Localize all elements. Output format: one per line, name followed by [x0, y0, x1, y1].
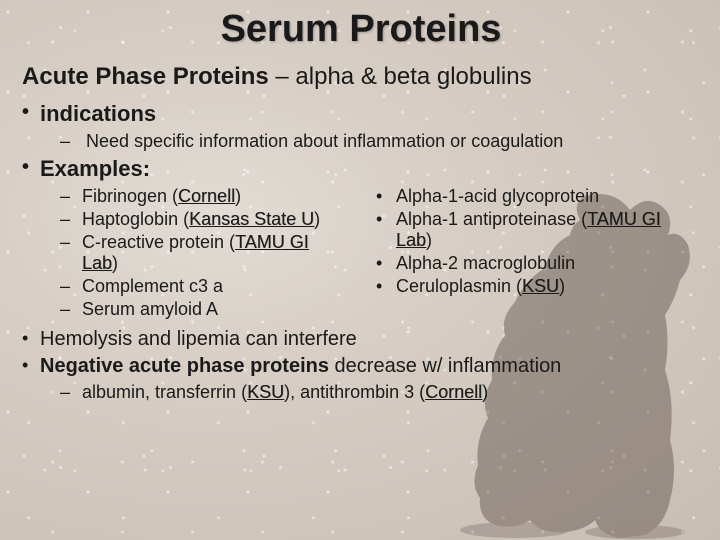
dash-icon: – — [60, 209, 82, 230]
list-item-text: Haptoglobin (Kansas State U) — [82, 209, 320, 230]
examples-left-column: –Fibrinogen (Cornell)–Haptoglobin (Kansa… — [22, 186, 346, 322]
list-item: •Alpha-1 antiproteinase (TAMU GI Lab) — [376, 209, 700, 251]
item-post: ) — [112, 253, 118, 273]
list-item-text: Serum amyloid A — [82, 299, 218, 320]
slide-title: Serum Proteins — [22, 8, 700, 51]
list-item: –C-reactive protein (TAMU GI Lab) — [60, 232, 346, 274]
item-pre: Serum amyloid A — [82, 299, 218, 319]
indications-sub-text: Need specific information about inflamma… — [86, 131, 700, 152]
negative-sub-item: – albumin, transferrin (KSU), antithromb… — [60, 382, 700, 403]
sub-post: ) — [482, 382, 488, 402]
negative-bold: Negative acute phase proteins — [40, 355, 329, 377]
item-pre: C-reactive protein ( — [82, 232, 235, 252]
item-post: ) — [235, 186, 241, 206]
dash-icon: – — [60, 186, 82, 207]
item-pre: Alpha-1-acid glycoprotein — [396, 186, 599, 206]
indications-sub-item: – Need specific information about inflam… — [60, 131, 700, 152]
list-item-text: Ceruloplasmin (KSU) — [396, 276, 565, 297]
item-pre: Alpha-2 macroglobulin — [396, 253, 575, 273]
list-item-text: Alpha-2 macroglobulin — [396, 253, 575, 274]
sub-pre: albumin, transferrin ( — [82, 382, 247, 402]
examples-right-column: •Alpha-1-acid glycoprotein•Alpha-1 antip… — [376, 186, 700, 322]
item-pre: Alpha-1 antiproteinase ( — [396, 209, 587, 229]
bullet-icon: • — [376, 276, 396, 297]
dash-icon: – — [60, 382, 82, 403]
bullet-indications: indications — [22, 101, 700, 127]
slide-subtitle: Acute Phase Proteins – alpha & beta glob… — [22, 63, 700, 91]
dash-icon: – — [60, 276, 82, 297]
list-item-text: Fibrinogen (Cornell) — [82, 186, 241, 207]
list-item: •Alpha-1-acid glycoprotein — [376, 186, 700, 207]
sub-mid: ), antithrombin 3 ( — [284, 382, 425, 402]
item-post: ) — [426, 230, 432, 250]
negative-rest: decrease w/ inflammation — [329, 355, 561, 377]
item-post: ) — [559, 276, 565, 296]
item-pre: Haptoglobin ( — [82, 209, 189, 229]
item-post: ) — [314, 209, 320, 229]
item-pre: Ceruloplasmin ( — [396, 276, 522, 296]
bullet-icon: • — [376, 209, 396, 251]
negative-sub-text: albumin, transferrin (KSU), antithrombin… — [82, 382, 488, 403]
item-pre: Complement c3 a — [82, 276, 223, 296]
list-item: –Haptoglobin (Kansas State U) — [60, 209, 346, 230]
dash-icon: – — [60, 131, 86, 152]
examples-columns: –Fibrinogen (Cornell)–Haptoglobin (Kansa… — [22, 186, 700, 322]
bullet-icon: • — [376, 186, 396, 207]
list-item: •Alpha-2 macroglobulin — [376, 253, 700, 274]
list-item: –Serum amyloid A — [60, 299, 346, 320]
list-item-text: C-reactive protein (TAMU GI Lab) — [82, 232, 346, 274]
bullet-icon: • — [376, 253, 396, 274]
bullet-hemolysis: Hemolysis and lipemia can interfere — [22, 328, 700, 351]
reference-link[interactable]: Kansas State U — [189, 209, 314, 229]
list-item: •Ceruloplasmin (KSU) — [376, 276, 700, 297]
bullet-examples: Examples: — [22, 156, 700, 182]
reference-link[interactable]: Cornell — [178, 186, 235, 206]
subtitle-bold: Acute Phase Proteins — [22, 63, 269, 90]
list-item: –Fibrinogen (Cornell) — [60, 186, 346, 207]
subtitle-rest: – alpha & beta globulins — [269, 63, 532, 90]
list-item: –Complement c3 a — [60, 276, 346, 297]
dash-icon: – — [60, 232, 82, 274]
list-item-text: Complement c3 a — [82, 276, 223, 297]
slide-content: Serum Proteins Acute Phase Proteins – al… — [0, 0, 720, 540]
link-ksu[interactable]: KSU — [247, 382, 284, 402]
link-cornell[interactable]: Cornell — [425, 382, 482, 402]
list-item-text: Alpha-1 antiproteinase (TAMU GI Lab) — [396, 209, 700, 251]
dash-icon: – — [60, 299, 82, 320]
list-item-text: Alpha-1-acid glycoprotein — [396, 186, 599, 207]
bullet-negative-proteins: Negative acute phase proteins decrease w… — [22, 355, 700, 378]
reference-link[interactable]: KSU — [522, 276, 559, 296]
item-pre: Fibrinogen ( — [82, 186, 178, 206]
